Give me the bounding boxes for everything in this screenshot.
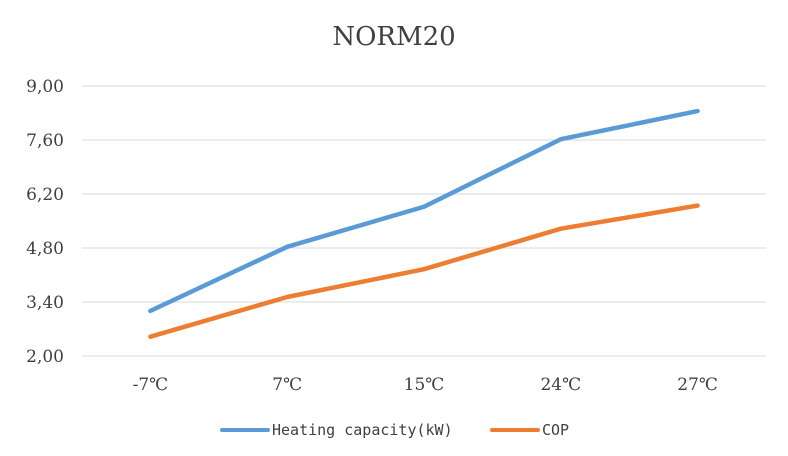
grid-lines	[82, 85, 766, 357]
y-tick-label: 9,00	[26, 77, 64, 97]
legend: Heating capacity(kW) COP	[220, 421, 569, 439]
series-lines	[148, 108, 700, 339]
x-tick-label: 15℃	[404, 375, 445, 395]
y-tick-label: 6,20	[26, 185, 64, 205]
y-axis-tick-labels: 2,00 3,40 4,80 6,20 7,60 9,00	[26, 77, 64, 367]
y-tick-label: 2,00	[26, 347, 64, 367]
x-tick-label: -7℃	[133, 375, 169, 395]
y-tick-label: 3,40	[26, 293, 64, 313]
chart-title: NORM20	[332, 22, 455, 52]
x-tick-label: 7℃	[272, 375, 302, 395]
y-tick-label: 7,60	[26, 131, 64, 151]
y-tick-label: 4,80	[26, 239, 64, 259]
x-axis-tick-labels: -7℃ 7℃ 15℃ 24℃ 27℃	[133, 375, 718, 395]
series-line-1	[148, 203, 700, 339]
x-tick-label: 27℃	[677, 375, 718, 395]
legend-label: Heating capacity(kW)	[272, 421, 453, 439]
series-line-0	[148, 108, 700, 314]
legend-label: COP	[542, 421, 569, 439]
x-tick-label: 24℃	[540, 375, 581, 395]
